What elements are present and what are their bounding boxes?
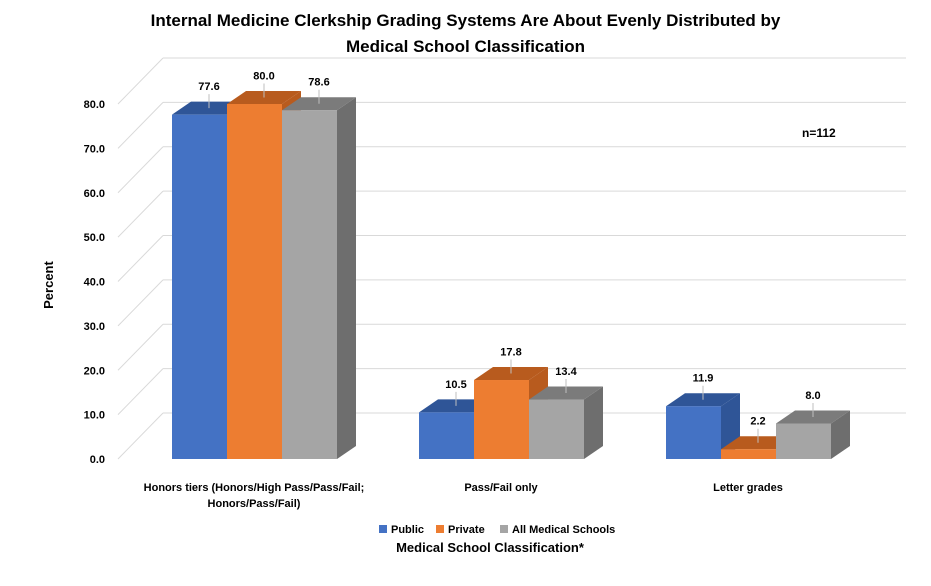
bar (474, 380, 529, 459)
gridline-diagonal (117, 235, 164, 282)
bar (666, 406, 721, 459)
data-label: 17.8 (500, 347, 521, 359)
legend-label: Public (391, 524, 424, 536)
gridline-diagonal (117, 190, 164, 238)
x-category-label: Letter grades (713, 482, 783, 494)
bar-side (584, 386, 603, 459)
y-tick-label: 40.0 (84, 277, 105, 289)
data-label: 10.5 (445, 379, 466, 391)
bar (721, 449, 776, 459)
x-category-label: Honors/Pass/Fail) (208, 498, 301, 510)
gridline-diagonal (117, 368, 164, 415)
legend-swatch (500, 525, 508, 533)
y-tick-label: 50.0 (84, 232, 105, 244)
gridline-diagonal (117, 146, 164, 194)
legend-label: Private (448, 524, 485, 536)
y-axis-title: Percent (41, 260, 56, 308)
y-tick-label: 0.0 (90, 454, 105, 466)
gridline-diagonal (117, 412, 164, 460)
x-category-label: Pass/Fail only (464, 482, 538, 494)
bar-side (831, 410, 850, 459)
y-tick-label: 10.0 (84, 410, 105, 422)
chart-title-line-2: Medical School Classification (345, 37, 585, 56)
data-label: 11.9 (693, 373, 714, 385)
gridline-diagonal (117, 323, 164, 371)
data-label: 8.0 (805, 390, 820, 402)
data-label: 13.4 (555, 366, 577, 378)
bar (282, 110, 337, 460)
y-tick-label: 20.0 (84, 365, 105, 377)
sample-size-annotation: n=112 (802, 126, 836, 140)
gridline-diagonal (117, 279, 164, 327)
data-label: 77.6 (198, 81, 219, 93)
y-tick-label: 60.0 (84, 188, 105, 200)
bar-side (337, 97, 356, 460)
y-tick-label: 80.0 (84, 99, 105, 111)
bar (776, 423, 831, 459)
gridline-diagonal (117, 57, 164, 105)
data-label: 2.2 (750, 416, 765, 428)
legend-swatch (379, 525, 387, 533)
data-label: 78.6 (308, 77, 329, 89)
chart-title: Internal Medicine Clerkship Grading Syst… (0, 8, 931, 60)
gridline-diagonal (117, 102, 164, 149)
legend-label: All Medical Schools (512, 524, 615, 536)
legend-swatch (436, 525, 444, 533)
x-category-label: Honors tiers (Honors/High Pass/Pass/Fail… (144, 482, 365, 494)
data-label: 80.0 (253, 71, 274, 83)
chart-title-line-1: Internal Medicine Clerkship Grading Syst… (150, 11, 781, 30)
y-tick-label: 30.0 (84, 321, 105, 333)
x-axis-title: Medical School Classification* (396, 540, 585, 555)
bar (172, 114, 227, 460)
y-tick-label: 70.0 (84, 143, 105, 155)
bar (227, 104, 282, 459)
bar (419, 412, 474, 459)
bar (529, 399, 584, 459)
